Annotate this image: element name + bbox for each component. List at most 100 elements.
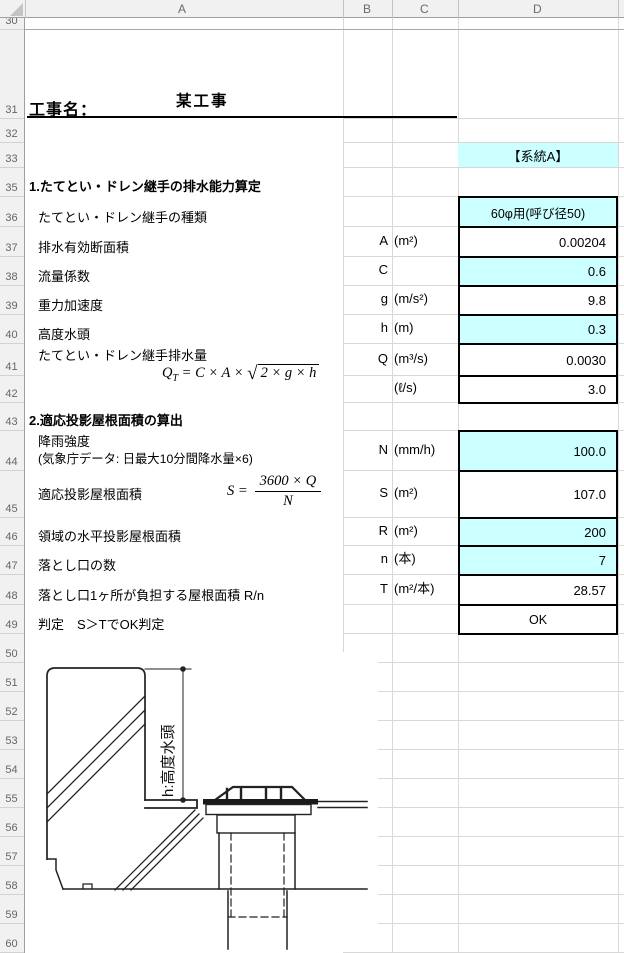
- col-header-A[interactable]: A: [178, 2, 187, 16]
- row-header-42[interactable]: 42: [5, 388, 18, 400]
- row-header-divider: [0, 314, 24, 315]
- cell-D40-head[interactable]: 0.3: [458, 314, 618, 345]
- var-R: R: [378, 523, 388, 538]
- row-header-55[interactable]: 55: [5, 793, 18, 805]
- row38-label: 流量係数: [38, 269, 91, 284]
- col-header-D[interactable]: D: [533, 2, 542, 16]
- gridline-horizontal: [343, 167, 624, 168]
- col-divider: [343, 0, 344, 18]
- gridline-vertical: [618, 18, 619, 953]
- title-underline: [27, 116, 457, 118]
- row-header-57[interactable]: 57: [5, 851, 18, 863]
- cell-D49-judgement[interactable]: OK: [458, 604, 618, 635]
- row-header-40[interactable]: 40: [5, 329, 18, 341]
- row-header-divider: [0, 118, 24, 119]
- project-name-label: 工事名：: [29, 102, 98, 119]
- gridline-horizontal: [343, 662, 624, 663]
- row40-label: 高度水頭: [38, 327, 91, 342]
- row-header-52[interactable]: 52: [5, 706, 18, 718]
- row-header-37[interactable]: 37: [5, 242, 18, 254]
- col-header-C[interactable]: C: [420, 2, 429, 16]
- row-header-divider: [0, 836, 24, 837]
- roof-board-right: [317, 800, 368, 809]
- row-header-41[interactable]: 41: [5, 361, 18, 373]
- cell-D48-area-per-outlet[interactable]: 28.57: [458, 574, 618, 606]
- row-header-31[interactable]: 31: [5, 104, 18, 116]
- row-header-45[interactable]: 45: [5, 503, 18, 515]
- strainer-dome: [213, 785, 307, 802]
- cell-D36-drain-type[interactable]: 60φ用(呼び径50): [458, 196, 618, 228]
- row-header-49[interactable]: 49: [5, 619, 18, 631]
- row-header-divider: [0, 375, 24, 376]
- row-header-47[interactable]: 47: [5, 560, 18, 572]
- col-divider: [392, 0, 393, 18]
- cell-D38-coefficient[interactable]: 0.6: [458, 256, 618, 287]
- pipe-outer-walls: [218, 832, 296, 890]
- roof-board-left: [144, 799, 198, 809]
- parapet-outline: [46, 667, 146, 860]
- membrane-band-upper: [46, 695, 146, 823]
- slab-notch: [82, 883, 93, 890]
- select-all-corner[interactable]: [10, 3, 23, 16]
- project-name-value[interactable]: 某工事: [176, 93, 229, 110]
- cell-D47-outlet-count[interactable]: 7: [458, 545, 618, 576]
- var-S: S: [379, 485, 388, 500]
- row-header-divider: [0, 574, 24, 575]
- row-header-divider: [0, 285, 24, 286]
- row-header-59[interactable]: 59: [5, 909, 18, 921]
- system-badge[interactable]: 【系統A】: [458, 143, 618, 167]
- row-header-36[interactable]: 36: [5, 212, 18, 224]
- row-header-divider: [0, 633, 24, 634]
- gridline-horizontal: [343, 836, 624, 837]
- col-header-B[interactable]: B: [363, 2, 372, 16]
- unit-hon: (本): [394, 551, 416, 566]
- row-header-58[interactable]: 58: [5, 880, 18, 892]
- unit-m2-46: (m²): [394, 523, 418, 538]
- row-header-32[interactable]: 32: [5, 128, 18, 140]
- var-n: n: [380, 551, 388, 566]
- unit-m2hon: (m²/本): [394, 581, 435, 596]
- row-header-60[interactable]: 60: [5, 938, 18, 950]
- gridline-horizontal: [343, 142, 624, 143]
- row-header-56[interactable]: 56: [5, 822, 18, 834]
- cell-D39-gravity[interactable]: 9.8: [458, 285, 618, 316]
- row-header-35[interactable]: 35: [5, 182, 18, 194]
- row-header-divider: [0, 343, 24, 344]
- gridline-horizontal: [343, 778, 624, 779]
- row-header-divider: [0, 720, 24, 721]
- row-header-divider: [0, 256, 24, 257]
- row-header-46[interactable]: 46: [5, 531, 18, 543]
- col-divider: [618, 0, 619, 18]
- row-header-divider: [0, 691, 24, 692]
- cell-D46-region-area[interactable]: 200: [458, 517, 618, 547]
- row-header-51[interactable]: 51: [5, 677, 18, 689]
- row-header-44[interactable]: 44: [5, 456, 18, 468]
- cell-D41-flow-m3s[interactable]: 0.0030: [458, 343, 618, 377]
- row-header-43[interactable]: 43: [5, 416, 18, 428]
- row-header-30[interactable]: 30: [5, 18, 18, 27]
- pipe-inner-dashed: [230, 832, 285, 919]
- row-header-54[interactable]: 54: [5, 764, 18, 776]
- row-header-53[interactable]: 53: [5, 735, 18, 747]
- formula-qt-lhs: Q: [162, 365, 173, 381]
- cell-D44-rainfall[interactable]: 100.0: [458, 430, 618, 472]
- row-header-33[interactable]: 33: [5, 153, 18, 165]
- var-N: N: [378, 442, 388, 457]
- row44-label-line2: (気象庁データ: 日最大10分間降水量×6): [38, 452, 253, 466]
- row41-label: たてとい・ドレン継手排水量: [38, 348, 208, 363]
- row44-label: 降雨強度 (気象庁データ: 日最大10分間降水量×6): [38, 433, 253, 468]
- drain-body: [216, 814, 296, 834]
- section2-title: 2.適応投影屋根面積の算出: [29, 413, 183, 428]
- row-header-39[interactable]: 39: [5, 300, 18, 312]
- row-header-48[interactable]: 48: [5, 590, 18, 602]
- unit-ls: (ℓ/s): [394, 380, 417, 395]
- unit-m3s: (m³/s): [394, 351, 428, 366]
- row-header-38[interactable]: 38: [5, 271, 18, 283]
- formula-s: S = 3600 × Q N: [227, 473, 322, 510]
- row-header-divider: [0, 749, 24, 750]
- row47-label: 落とし口の数: [38, 558, 117, 573]
- row-header-50[interactable]: 50: [5, 648, 18, 660]
- cell-D42-flow-ls[interactable]: 3.0: [458, 375, 618, 404]
- cell-D45-roof-area[interactable]: 107.0: [458, 470, 618, 519]
- cell-D37-area[interactable]: 0.00204: [458, 226, 618, 258]
